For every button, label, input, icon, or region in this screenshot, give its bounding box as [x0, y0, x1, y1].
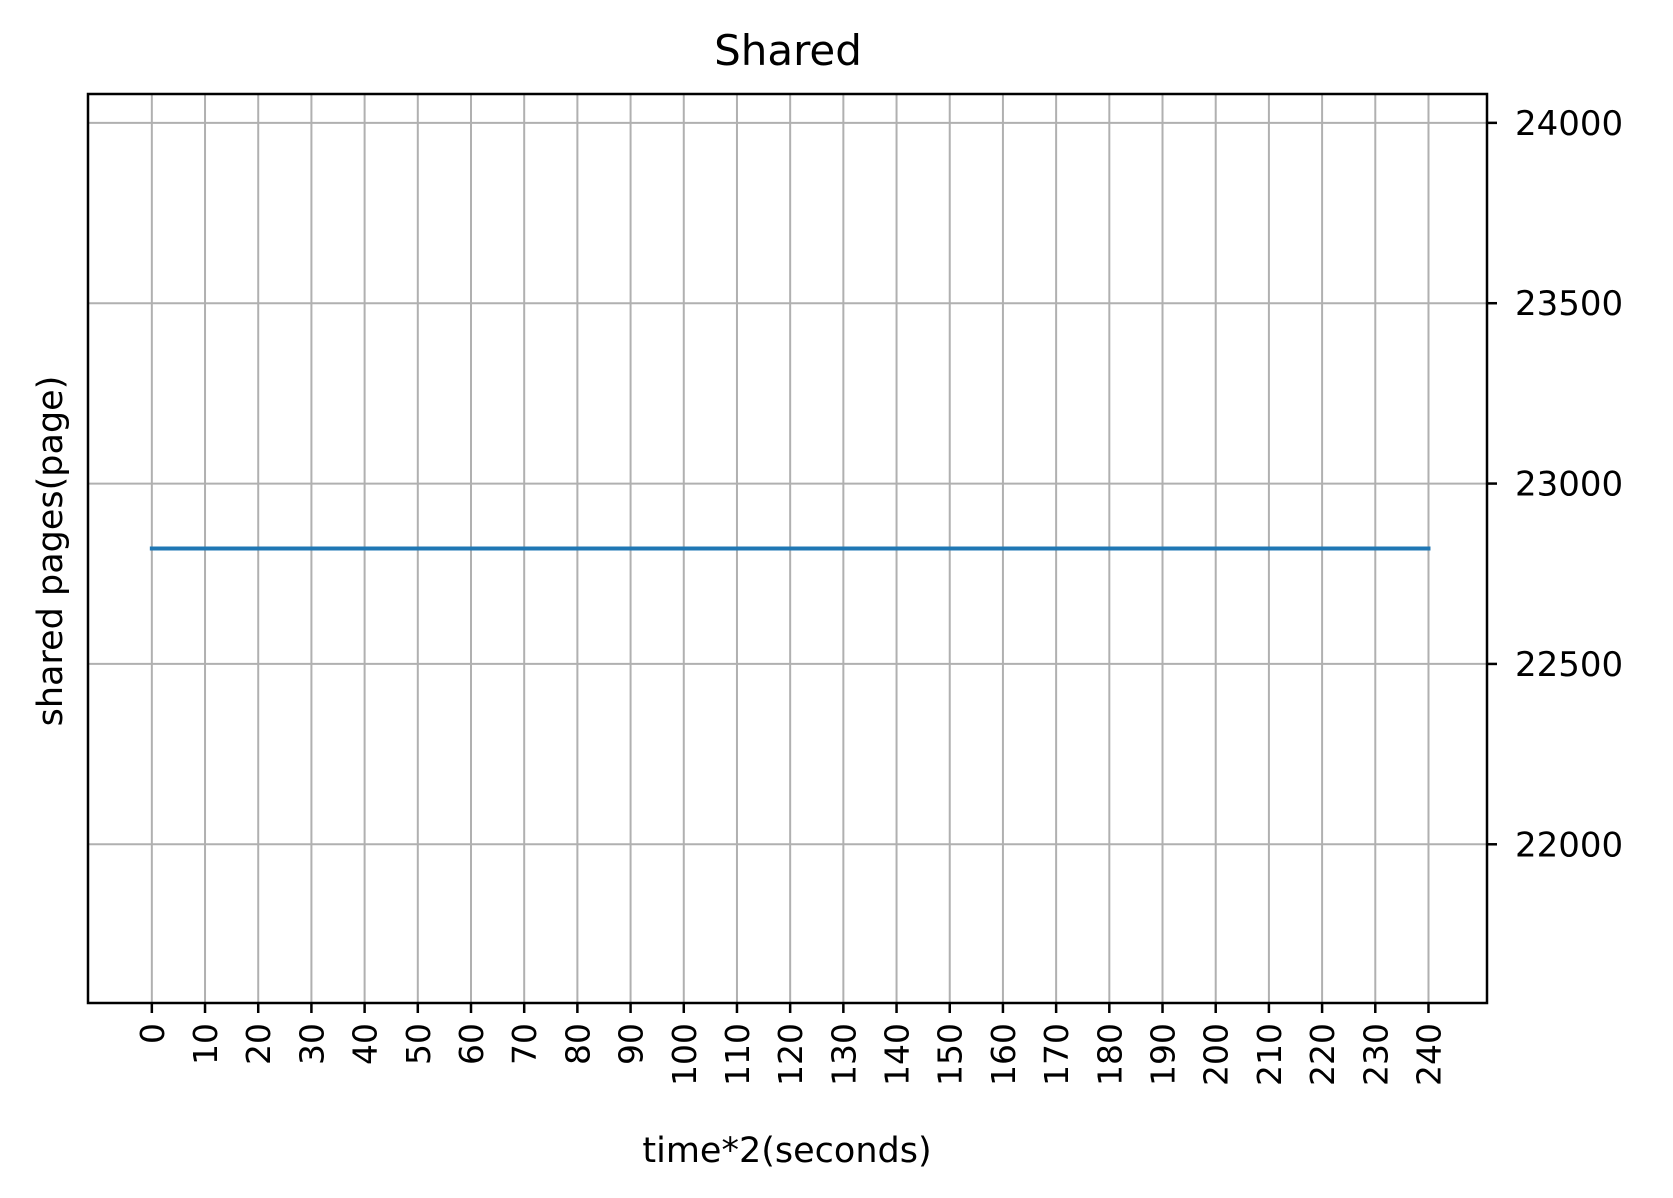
- x-tick-label: 200: [1197, 1023, 1236, 1086]
- x-tick-label: 10: [186, 1023, 225, 1065]
- x-tick-label: 50: [399, 1023, 438, 1065]
- x-tick-label: 110: [718, 1023, 757, 1086]
- x-tick-label: 30: [292, 1023, 331, 1065]
- x-tick-label: 70: [505, 1023, 544, 1065]
- x-tick-label: 190: [1144, 1023, 1183, 1086]
- x-tick-label: 150: [931, 1023, 970, 1086]
- x-tick-label: 90: [612, 1023, 651, 1065]
- chart-title: Shared: [714, 26, 862, 75]
- y-tick-label: 22000: [1515, 825, 1623, 865]
- y-tick-label: 23500: [1515, 284, 1623, 324]
- y-tick-label: 24000: [1515, 104, 1623, 144]
- x-tick-label: 170: [1037, 1023, 1076, 1086]
- x-tick-label: 100: [665, 1023, 704, 1086]
- y-axis-ticks: 22000 22500 23000 23500 24000: [1487, 104, 1623, 865]
- x-axis-label: time*2(seconds): [642, 1131, 931, 1171]
- x-axis-ticks: 0 10 20 30 40 50 60 70 80 90 100 110 120 130 140 150 160…: [133, 1003, 1448, 1086]
- x-tick-label: 230: [1356, 1023, 1395, 1086]
- x-tick-label: 160: [984, 1023, 1023, 1086]
- y-axis-label: shared pages(page): [31, 376, 71, 727]
- plot-frame: [86, 92, 1489, 1005]
- x-tick-label: 140: [878, 1023, 917, 1086]
- x-tick-label: 210: [1250, 1023, 1289, 1086]
- x-tick-label: 40: [346, 1023, 385, 1065]
- x-tick-label: 60: [452, 1023, 491, 1065]
- x-tick-label: 130: [824, 1023, 863, 1086]
- x-tick-label: 120: [771, 1023, 810, 1086]
- y-tick-label: 22500: [1515, 645, 1623, 685]
- x-tick-label: 0: [133, 1023, 172, 1044]
- x-tick-label: 220: [1303, 1023, 1342, 1086]
- x-tick-label: 240: [1409, 1023, 1448, 1086]
- x-tick-label: 80: [558, 1023, 597, 1065]
- x-tick-label: 180: [1090, 1023, 1129, 1086]
- y-tick-label: 23000: [1515, 465, 1623, 505]
- x-tick-label: 20: [239, 1023, 278, 1065]
